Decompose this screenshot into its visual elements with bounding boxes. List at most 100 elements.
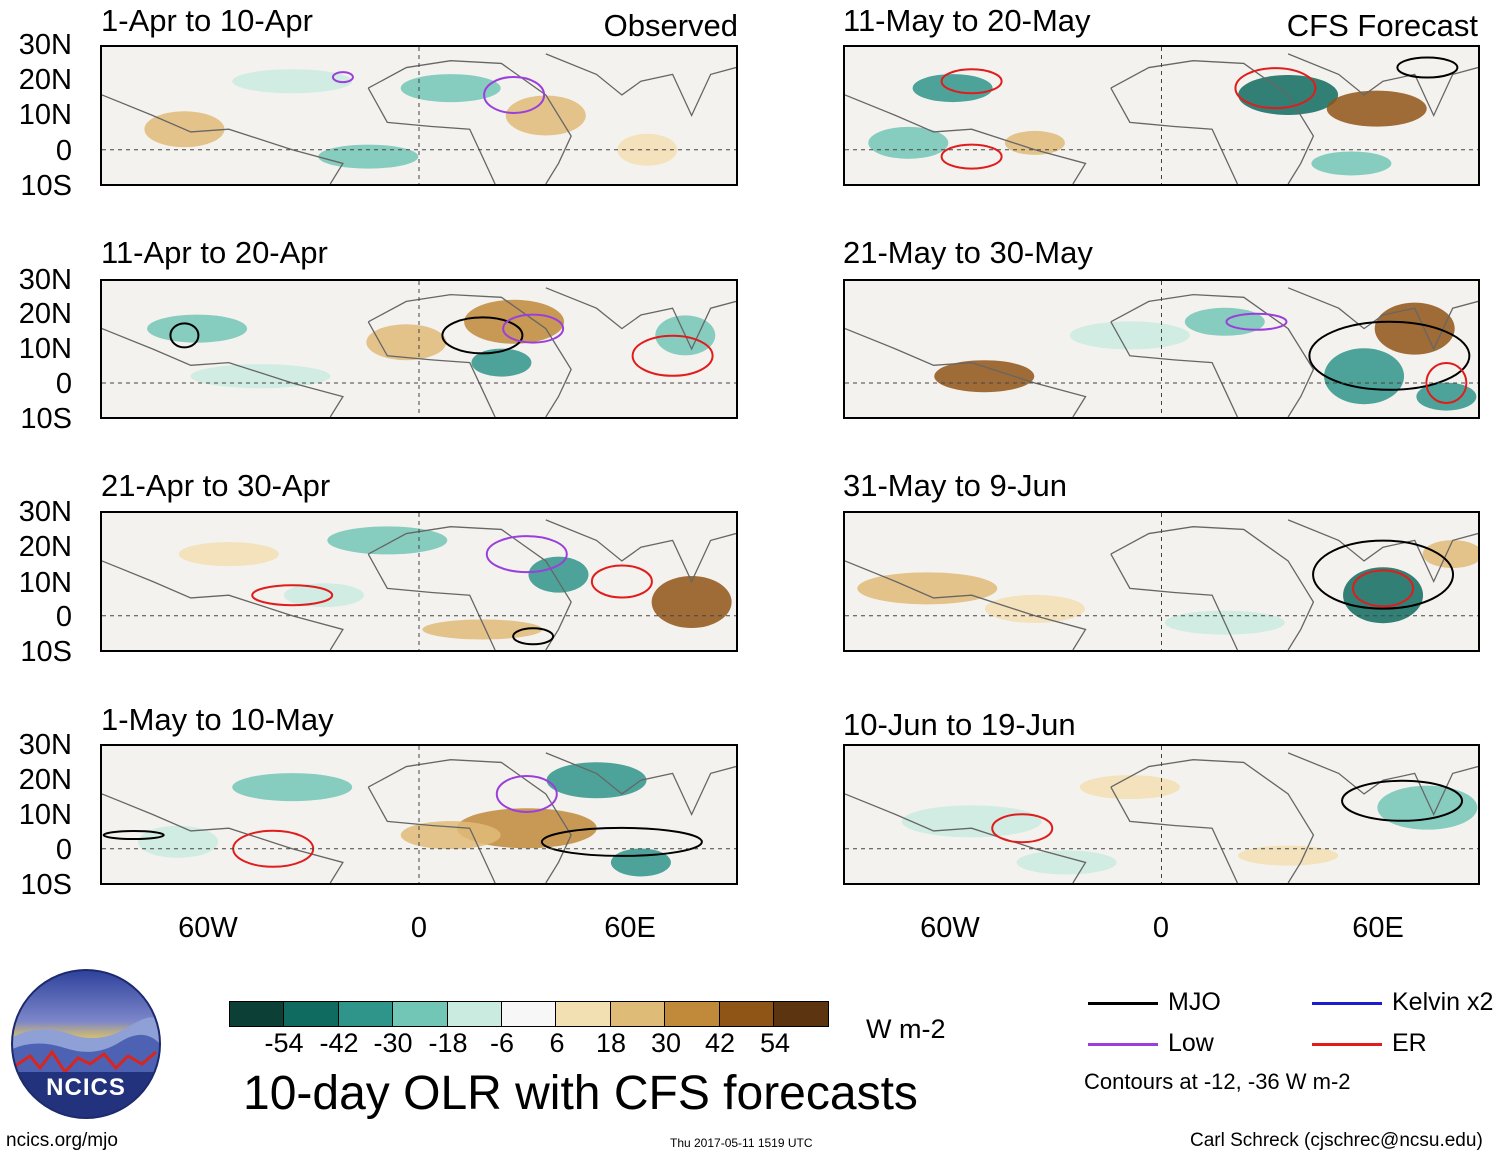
olr-anomaly-blob xyxy=(505,95,586,136)
wave-contour xyxy=(512,627,555,646)
olr-anomaly-blob xyxy=(366,324,447,361)
colorbar-units: W m-2 xyxy=(866,1014,946,1044)
coastline xyxy=(1287,53,1478,118)
lat-label: 0 xyxy=(55,601,72,633)
olr-anomaly-blob xyxy=(190,364,331,389)
colorbar-label: -30 xyxy=(373,1028,413,1058)
map-panel-forecast-2 xyxy=(843,279,1480,419)
footer-site-link[interactable]: ncics.org/mjo xyxy=(6,1130,118,1151)
lat-label: 30N xyxy=(18,496,72,528)
lon-label: 0 xyxy=(410,912,428,944)
lon-label: 0 xyxy=(1152,912,1170,944)
legend-label-mjo: MJO xyxy=(1168,988,1221,1016)
olr-anomaly-blob xyxy=(1343,567,1424,624)
coastline xyxy=(102,94,344,184)
map-panel-forecast-3 xyxy=(843,511,1480,652)
lat-label: 0 xyxy=(55,834,72,866)
coastline xyxy=(1287,287,1478,351)
olr-field xyxy=(102,513,736,650)
panel-title-6: 21-May to 30-May xyxy=(843,235,1093,270)
wave-contour xyxy=(940,143,1003,170)
olr-anomaly-blob xyxy=(1016,850,1117,875)
wave-contour xyxy=(631,334,714,377)
olr-field xyxy=(102,281,736,417)
olr-anomaly-blob xyxy=(178,542,279,567)
panel-title-3: 21-Apr to 30-Apr xyxy=(101,468,331,503)
map-panel-observed-4 xyxy=(100,744,738,885)
colorbar-swatch xyxy=(556,1002,611,1026)
coastline xyxy=(367,759,572,883)
colorbar-label: 54 xyxy=(759,1028,791,1058)
olr-field xyxy=(102,47,736,184)
coastline xyxy=(367,321,496,417)
main-title: 10-day OLR with CFS forecasts xyxy=(243,1067,918,1120)
lon-label: 60E xyxy=(1352,912,1404,944)
coastline xyxy=(1110,759,1315,883)
coastline xyxy=(545,287,736,351)
legend-label-kelvin: Kelvin x2 xyxy=(1392,988,1494,1016)
olr-anomaly-blob xyxy=(1079,775,1180,800)
lat-label: 10S xyxy=(20,170,72,202)
lat-label: 10N xyxy=(18,567,72,599)
lat-label: 10S xyxy=(20,403,72,435)
panel-title-1: 1-Apr to 10-Apr xyxy=(101,3,313,38)
lon-label: 60W xyxy=(920,912,980,944)
coastline xyxy=(545,53,736,118)
olr-anomaly-blob xyxy=(471,348,532,377)
colorbar-label: 18 xyxy=(595,1028,627,1058)
lat-label: 0 xyxy=(55,135,72,167)
lat-label: 10S xyxy=(20,869,72,901)
olr-anomaly-blob xyxy=(901,805,1042,838)
olr-anomaly-blob xyxy=(400,74,501,103)
map-panel-observed-2 xyxy=(100,279,738,419)
colorbar-label: -6 xyxy=(489,1028,514,1058)
colorbar-label: -18 xyxy=(428,1028,468,1058)
olr-anomaly-blob xyxy=(1069,321,1190,350)
coastline xyxy=(1110,87,1239,184)
colorbar-swatch xyxy=(338,1002,394,1026)
lon-label: 60E xyxy=(604,912,656,944)
lat-label: 10N xyxy=(18,799,72,831)
olr-anomaly-blob xyxy=(327,526,448,555)
panel-title-8: 10-Jun to 19-Jun xyxy=(843,707,1076,742)
olr-field xyxy=(845,746,1478,883)
coastline xyxy=(367,87,496,184)
legend-line-mjo xyxy=(1088,1002,1158,1005)
wave-contour xyxy=(102,830,165,841)
coastline xyxy=(367,526,572,650)
footer-credit: Carl Schreck (cjschrec@ncsu.edu) xyxy=(1190,1130,1483,1151)
lon-label: 60W xyxy=(178,912,238,944)
olr-anomaly-blob xyxy=(318,144,419,169)
coastline xyxy=(545,519,736,584)
coastline xyxy=(367,60,572,184)
wave-contour xyxy=(495,774,558,813)
wave-contour xyxy=(1225,312,1288,331)
wave-contour xyxy=(540,826,703,857)
panel-title-4: 1-May to 10-May xyxy=(101,702,334,737)
legend-line-kelvin xyxy=(1312,1002,1382,1005)
olr-anomaly-blob xyxy=(138,825,219,858)
colorbar-swatch xyxy=(284,1002,339,1026)
coastline xyxy=(1110,321,1239,417)
colorbar-swatch xyxy=(610,1002,666,1026)
legend-line-low xyxy=(1088,1043,1158,1046)
colorbar-swatch xyxy=(393,1002,448,1026)
lat-label: 10N xyxy=(18,333,72,365)
wave-contour xyxy=(485,535,568,574)
olr-anomaly-blob xyxy=(464,299,565,344)
olr-anomaly-blob xyxy=(934,360,1035,393)
wave-contour xyxy=(483,75,546,114)
olr-anomaly-blob xyxy=(283,583,364,608)
coastline xyxy=(845,560,1087,650)
logo-text: NCICS xyxy=(46,1074,126,1101)
olr-anomaly-blob xyxy=(610,848,671,877)
wave-contour xyxy=(1312,539,1455,610)
olr-anomaly-blob xyxy=(422,619,543,640)
observed-label: Observed xyxy=(603,8,738,43)
coastline xyxy=(1287,752,1478,817)
panel-title-2: 11-Apr to 20-Apr xyxy=(101,235,328,270)
lat-label: 10S xyxy=(20,636,72,668)
olr-field xyxy=(845,513,1478,650)
coastline xyxy=(102,327,344,417)
lat-label: 30N xyxy=(18,264,72,296)
